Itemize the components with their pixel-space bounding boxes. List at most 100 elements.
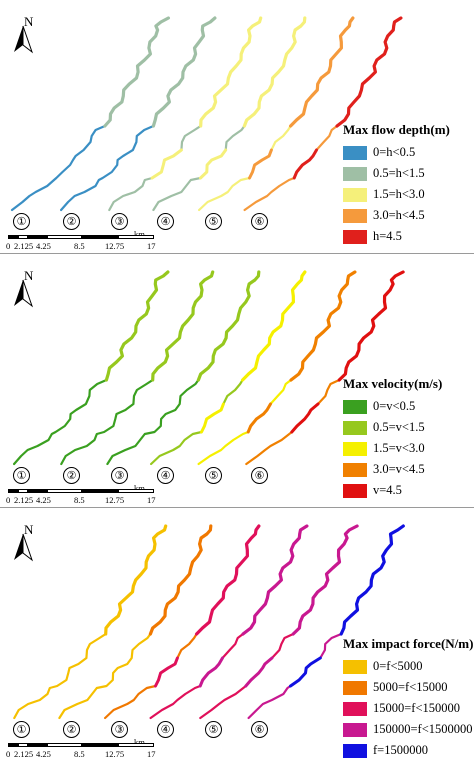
legend-swatch bbox=[343, 420, 367, 435]
scale-segment bbox=[82, 235, 118, 239]
legend-swatch bbox=[343, 483, 367, 498]
legend-item: 3.0=h<4.5 bbox=[343, 205, 473, 226]
scenario-marker: ① bbox=[13, 467, 30, 484]
scale-segment bbox=[118, 235, 154, 239]
legend-label: 5000=f<15000 bbox=[373, 680, 448, 694]
scale-unit: km bbox=[134, 483, 145, 493]
scenario-marker: ③ bbox=[111, 467, 128, 484]
river-highlight bbox=[289, 656, 322, 688]
legend-swatch bbox=[343, 462, 367, 477]
legend-swatch bbox=[343, 399, 367, 414]
river-highlight bbox=[148, 524, 213, 636]
scale-tick: 17 bbox=[147, 495, 156, 505]
scale-tick: 8.5 bbox=[74, 749, 85, 759]
velocity-panel: N Max velocity(m/s) 0=v<0.5 0.5=v<1.5 1.… bbox=[0, 254, 474, 507]
river-highlight bbox=[339, 524, 405, 636]
river-highlight bbox=[103, 16, 170, 128]
river-highlight bbox=[195, 524, 261, 636]
scale-segment bbox=[8, 743, 18, 747]
legend-title: Max impact force(N/m) bbox=[343, 636, 474, 651]
north-arrow-icon: N bbox=[10, 262, 36, 308]
legend-label: 1.5=h<3.0 bbox=[373, 187, 425, 201]
velocity-legend: Max velocity(m/s) 0=v<0.5 0.5=v<1.5 1.5=… bbox=[343, 376, 473, 501]
scenario-marker: ③ bbox=[111, 721, 128, 738]
scenario-marker: ④ bbox=[157, 721, 174, 738]
legend-label: f=1500000 bbox=[373, 743, 428, 757]
legend-swatch bbox=[343, 743, 367, 758]
river-highlight bbox=[244, 656, 274, 688]
north-arrow-icon: N bbox=[10, 516, 36, 562]
scale-tick: 12.75 bbox=[105, 241, 125, 251]
scale-segment bbox=[82, 489, 118, 493]
legend-item: 3.0=v<4.5 bbox=[343, 459, 473, 480]
river-highlight bbox=[246, 402, 272, 434]
legend-label: h=4.5 bbox=[373, 229, 402, 243]
impact-force-map bbox=[13, 524, 405, 720]
legend-item: h=4.5 bbox=[343, 226, 473, 247]
river-highlight bbox=[196, 270, 261, 382]
river-highlight bbox=[150, 148, 183, 180]
scale-tick: 8.5 bbox=[74, 495, 85, 505]
river-channel bbox=[58, 524, 212, 720]
flow-depth-map bbox=[10, 16, 403, 212]
scale-segment bbox=[82, 743, 118, 747]
scale-segment bbox=[18, 489, 28, 493]
river-channel bbox=[104, 524, 260, 720]
scenario-marker: ⑤ bbox=[205, 213, 222, 230]
legend-label: 1.5=v<3.0 bbox=[373, 441, 425, 455]
scale-tick: 4.25 bbox=[36, 241, 51, 251]
legend-swatch bbox=[343, 722, 367, 737]
scale-segment bbox=[28, 743, 47, 747]
scale-bar: km 0 2.125 4.25 8.5 12.75 17 bbox=[6, 737, 168, 761]
scale-tick: 4.25 bbox=[36, 495, 51, 505]
legend-swatch bbox=[343, 166, 367, 181]
legend-label: v=4.5 bbox=[373, 483, 402, 497]
river-highlight bbox=[289, 270, 357, 382]
scale-segment bbox=[18, 743, 28, 747]
river-highlight bbox=[198, 656, 224, 688]
scale-tick: 17 bbox=[147, 241, 156, 251]
scale-tick: 2.125 bbox=[14, 749, 34, 759]
legend-item: v=4.5 bbox=[343, 480, 473, 501]
impact-force-panel: N Max impact force(N/m) 0=f<5000 5000=f<… bbox=[0, 508, 474, 761]
scale-bar: km 0 2.125 4.25 8.5 12.75 17 bbox=[6, 483, 168, 507]
scale-tick: 2.125 bbox=[14, 241, 34, 251]
river-highlight bbox=[241, 524, 309, 636]
river-channel bbox=[150, 270, 306, 466]
river-channel bbox=[197, 270, 356, 466]
scale-segment bbox=[47, 489, 82, 493]
scenario-marker: ④ bbox=[157, 467, 174, 484]
legend-item: 0=v<0.5 bbox=[343, 396, 473, 417]
legend-item: f=1500000 bbox=[343, 740, 473, 761]
scale-segment bbox=[47, 235, 82, 239]
river-highlight bbox=[291, 524, 359, 636]
legend-swatch bbox=[343, 229, 367, 244]
scenario-marker: ⑤ bbox=[205, 467, 222, 484]
river-highlight bbox=[337, 270, 405, 382]
scale-segment bbox=[8, 235, 18, 239]
legend-label: 150000=f<1500000 bbox=[373, 722, 473, 736]
flow-depth-panel: N Max flow depth(m) 0=h<0.5 0.5=h<1.5 1.… bbox=[0, 0, 474, 253]
river-highlight bbox=[290, 402, 320, 434]
legend-item: 5000=f<15000 bbox=[343, 677, 473, 698]
scale-segment bbox=[28, 489, 47, 493]
river-highlight bbox=[289, 16, 355, 128]
river-highlight bbox=[154, 656, 179, 688]
river-highlight bbox=[292, 148, 318, 180]
legend-item: 1.5=v<3.0 bbox=[343, 438, 473, 459]
scenario-marker: ① bbox=[13, 721, 30, 738]
legend-swatch bbox=[343, 187, 367, 202]
legend-label: 0.5=v<1.5 bbox=[373, 420, 425, 434]
river-highlight bbox=[151, 270, 215, 382]
river-highlight bbox=[242, 16, 307, 128]
legend-swatch bbox=[343, 208, 367, 223]
river-highlight bbox=[200, 402, 225, 434]
legend-label: 0=h<0.5 bbox=[373, 145, 416, 159]
scale-segment bbox=[18, 235, 28, 239]
scale-tick: 0 bbox=[6, 495, 11, 505]
scale-segment bbox=[28, 235, 47, 239]
legend-item: 15000=f<150000 bbox=[343, 698, 473, 719]
scale-unit: km bbox=[134, 737, 145, 747]
scale-tick: 4.25 bbox=[36, 749, 51, 759]
north-label: N bbox=[24, 14, 34, 29]
